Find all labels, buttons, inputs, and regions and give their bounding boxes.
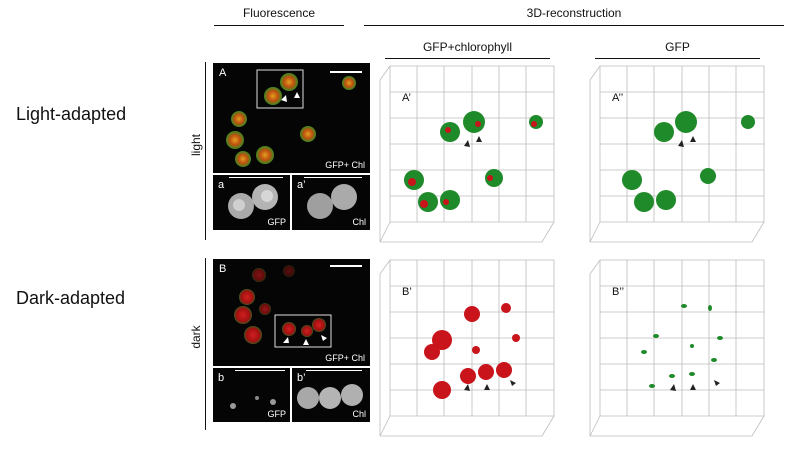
channel-label-a-merge: GFP+ Chl (325, 160, 365, 170)
channel-label-a-chl: Chl (352, 217, 366, 227)
channel-label-a-gfp: GFP (267, 217, 286, 227)
panel-label-b-prime: B’ (402, 286, 412, 298)
reconstruction-panel-a-prime: A’ (378, 62, 558, 244)
panel-label-a-small: a (218, 179, 225, 191)
condition-light-rule (205, 62, 206, 240)
micrograph-b-chl-cells (297, 384, 363, 409)
panel-label-b: B (219, 263, 227, 275)
header-3d-reconstruction-rule (364, 25, 784, 26)
reconstruction-a-prime-plot (379, 65, 555, 243)
micrograph-b-cells (234, 265, 332, 348)
scale-bar-b-gfp (235, 370, 285, 371)
scale-bar-b-chl (306, 370, 362, 371)
micrograph-panel-b-chl: b’ Chl (292, 368, 370, 422)
reconstruction-a-double-prime-plot (589, 65, 765, 243)
header-3d-reconstruction: 3D-reconstruction (526, 6, 622, 20)
header-gfp-chlorophyll: GFP+chlorophyll (422, 40, 513, 54)
reconstruction-panel-a-double-prime: A’’ (588, 62, 768, 244)
panel-label-a: A (219, 67, 227, 79)
micrograph-panel-b-gfp: b GFP (213, 368, 290, 422)
scale-bar-a (330, 71, 362, 73)
scale-bar-a-chl (304, 177, 362, 178)
micrograph-panel-a-chl: a’ Chl (292, 175, 370, 230)
micrograph-a-gfp-cells (228, 184, 278, 219)
panel-label-b-small: b (218, 372, 225, 384)
micrograph-a-chl-cells (307, 184, 357, 219)
header-gfp: GFP (665, 40, 690, 54)
panel-label-a-prime-small: a’ (297, 179, 306, 191)
reconstruction-panel-b-prime: B’ (378, 256, 558, 438)
reconstruction-panel-b-double-prime: B’’ (588, 256, 768, 438)
panel-label-b-double-prime: B’’ (612, 286, 625, 298)
panel-label-a-double-prime: A’’ (612, 92, 624, 104)
header-gfp-chlorophyll-rule (385, 58, 550, 59)
panel-label-b-prime-small: b’ (297, 372, 306, 384)
micrograph-a-cells (226, 69, 356, 167)
row-label-light-adapted: Light-adapted (16, 104, 127, 124)
condition-light-label: light (189, 134, 203, 157)
reconstruction-b-prime-plot (379, 259, 555, 437)
micrograph-panel-a: A GFP+ Chl (213, 63, 370, 173)
channel-label-b-gfp: GFP (267, 409, 286, 419)
condition-dark-label: dark (189, 325, 203, 349)
header-fluorescence: Fluorescence (242, 6, 316, 20)
channel-label-b-chl: Chl (352, 409, 366, 419)
micrograph-panel-a-gfp: a GFP (213, 175, 290, 230)
micrograph-panel-b: B GFP+ Chl (213, 259, 370, 366)
condition-dark-rule (205, 258, 206, 430)
row-label-dark-adapted: Dark-adapted (16, 288, 126, 308)
scale-bar-a-gfp (229, 177, 283, 178)
reconstruction-b-double-prime-plot (589, 259, 765, 437)
panel-label-a-prime: A’ (402, 92, 411, 104)
header-fluorescence-rule (214, 25, 344, 26)
channel-label-b-merge: GFP+ Chl (325, 353, 365, 363)
header-gfp-rule (595, 58, 760, 59)
micrograph-b-gfp-cells (230, 396, 276, 409)
scale-bar-b (330, 265, 362, 267)
